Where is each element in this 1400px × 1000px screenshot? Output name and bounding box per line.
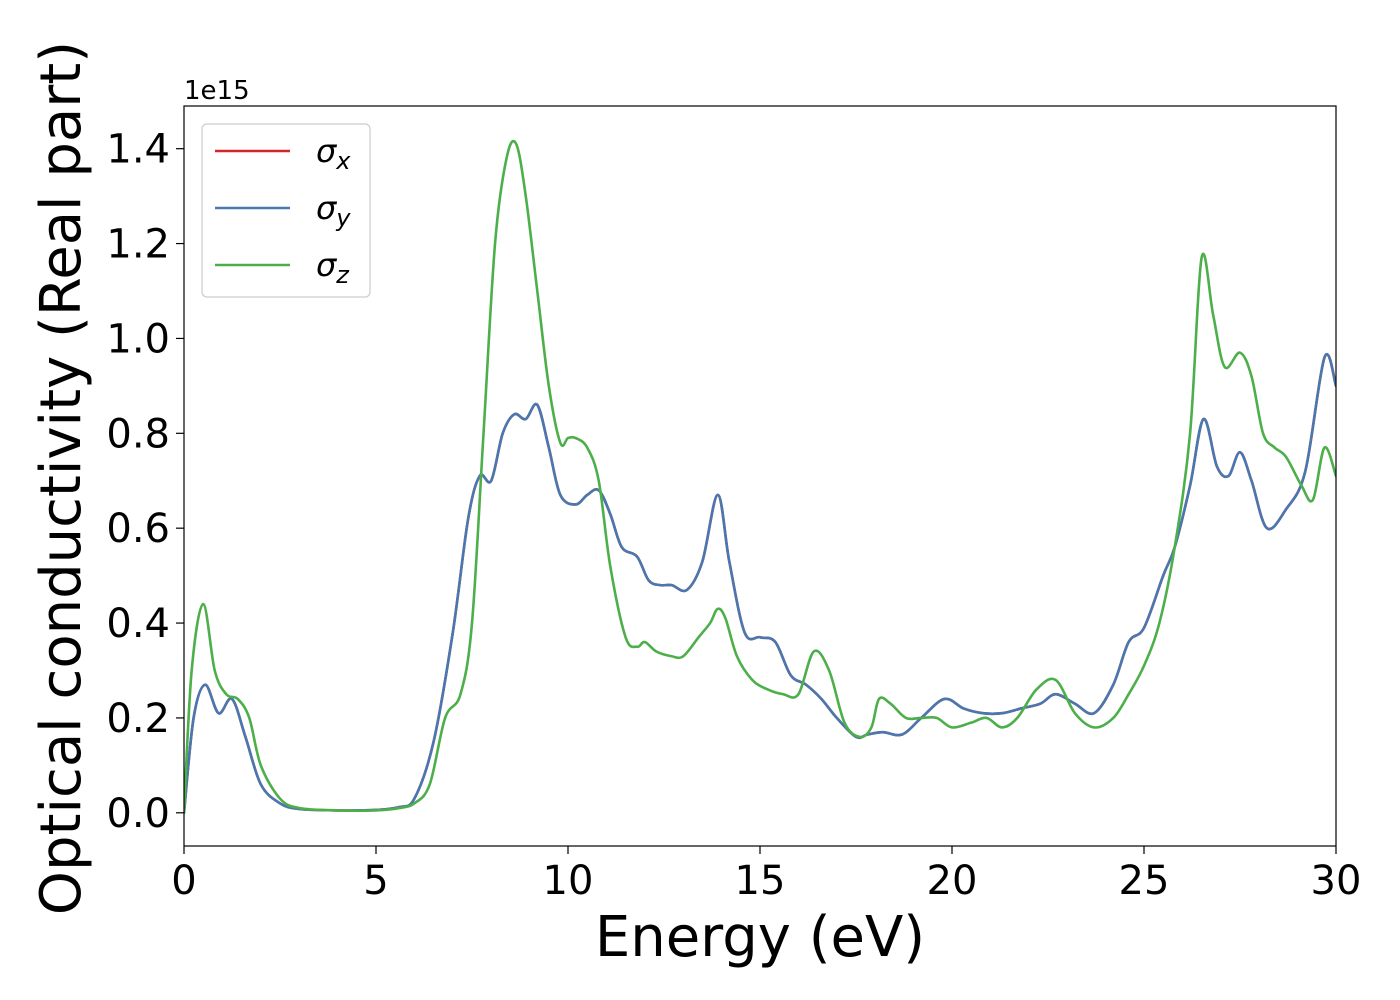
x-axis-ticks: 0 5 10 15 20 25 30 [171, 846, 1361, 904]
y-tick-label: 0.2 [106, 696, 170, 742]
x-tick-label: 10 [543, 858, 594, 904]
legend-label-z: σz [316, 246, 350, 289]
x-tick-label: 20 [927, 858, 978, 904]
plot-area [184, 106, 1336, 846]
legend-subscript: z [335, 261, 350, 289]
series-layer [184, 139, 1336, 815]
x-tick-label: 15 [735, 858, 786, 904]
legend-label-y: σy [316, 189, 351, 232]
y-tick-label: 0.6 [106, 506, 170, 552]
y-axis-ticks: 0.0 0.2 0.4 0.6 0.8 1.0 1.2 1.4 [106, 127, 184, 837]
y-tick-label: 1.4 [106, 127, 170, 173]
x-tick-label: 0 [171, 858, 196, 904]
legend-subscript: y [335, 204, 351, 232]
series-line-y [184, 353, 1336, 815]
y-tick-label: 1.0 [106, 316, 170, 362]
x-axis-label: Energy (eV) [595, 905, 925, 970]
legend-subscript: x [335, 147, 351, 175]
legend-symbol: σ [316, 246, 338, 284]
y-tick-label: 0.8 [106, 411, 170, 457]
y-axis-label: Optical conductivity (Real part) [29, 41, 94, 915]
y-offset-label: 1e15 [184, 76, 250, 106]
legend-box [201, 123, 371, 298]
x-tick-label: 25 [1119, 858, 1170, 904]
legend-label-x: σx [316, 132, 351, 175]
y-tick-label: 0.0 [106, 791, 170, 837]
x-tick-label: 5 [363, 858, 388, 904]
series-line-z [184, 139, 1336, 815]
legend-symbol: σ [316, 132, 338, 170]
y-tick-label: 1.2 [106, 222, 170, 268]
legend-symbol: σ [316, 189, 338, 227]
y-tick-label: 0.4 [106, 601, 170, 647]
x-tick-label: 30 [1311, 858, 1362, 904]
